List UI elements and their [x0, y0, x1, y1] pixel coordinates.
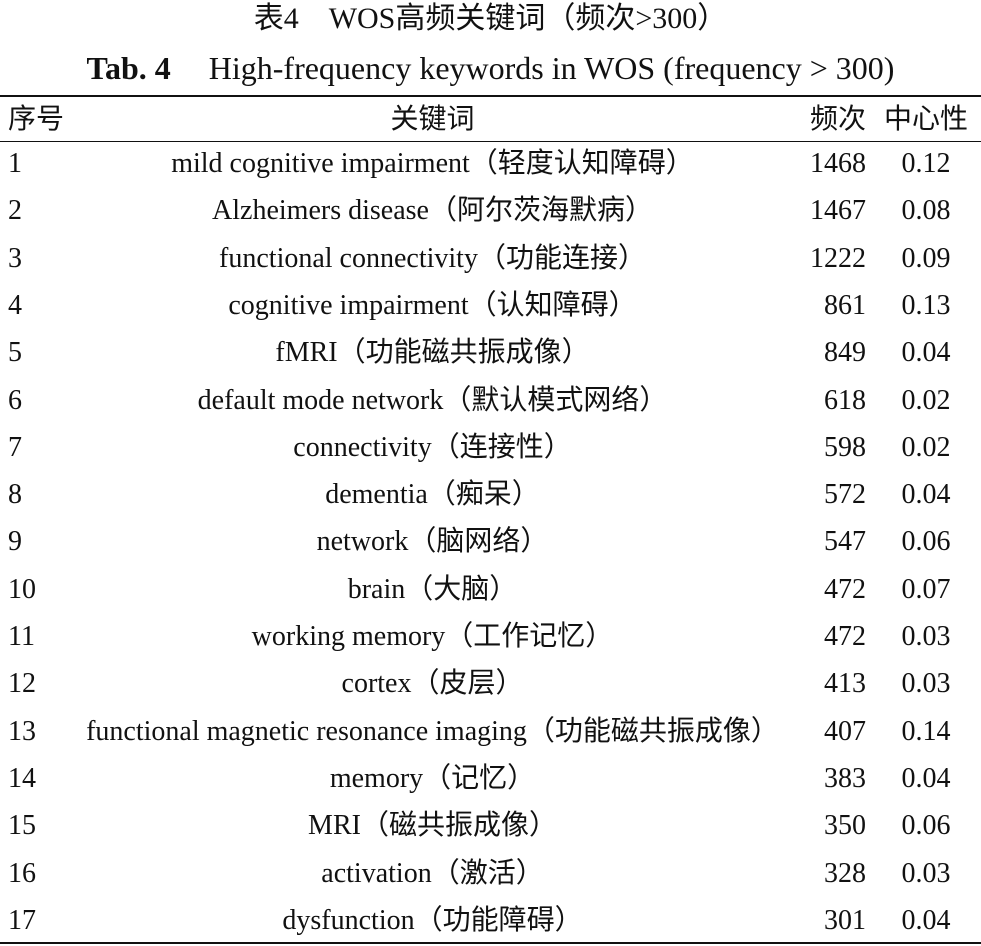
row-number: 6 — [8, 384, 22, 416]
frequency: 328 — [824, 857, 866, 889]
centrality: 0.04 — [901, 479, 951, 511]
keyword: brain（大脑） — [347, 573, 518, 605]
keyword: functional connectivity（功能连接） — [219, 242, 646, 274]
keyword: cortex（皮层） — [341, 668, 524, 700]
centrality: 0.04 — [901, 904, 951, 936]
keyword: memory（记忆） — [329, 762, 536, 794]
centrality: 0.08 — [901, 195, 951, 227]
bottom-rule — [0, 942, 981, 944]
row-number: 14 — [8, 762, 36, 794]
centrality: 0.06 — [901, 526, 951, 558]
top-rule — [0, 95, 981, 97]
keyword: network（脑网络） — [316, 526, 549, 558]
centrality: 0.03 — [901, 668, 951, 700]
keyword: MRI（磁共振成像） — [308, 810, 557, 842]
frequency: 1222 — [810, 242, 866, 274]
keyword: working memory（工作记忆） — [251, 621, 614, 652]
centrality: 0.09 — [901, 242, 951, 274]
row-number: 2 — [8, 195, 22, 227]
column-header: 中心性 — [883, 104, 968, 135]
keyword: mild cognitive impairment（轻度认知障碍） — [171, 148, 694, 179]
row-number: 1 — [8, 148, 22, 179]
frequency: 849 — [824, 337, 866, 369]
keyword: dementia（痴呆） — [325, 479, 540, 511]
row-number: 7 — [8, 431, 22, 463]
frequency: 598 — [824, 431, 866, 463]
row-number: 11 — [8, 621, 35, 652]
keyword: functional magnetic resonance imaging（功能… — [86, 715, 779, 747]
title-en-line: Tab. 4 High-frequency keywords in WOS (fr… — [0, 52, 981, 84]
centrality: 0.04 — [901, 762, 951, 794]
frequency: 383 — [824, 762, 866, 794]
centrality: 0.04 — [901, 337, 951, 369]
centrality: 0.07 — [901, 573, 951, 605]
row-number: 13 — [8, 715, 36, 747]
row-number: 5 — [8, 337, 22, 369]
centrality: 0.02 — [901, 384, 951, 416]
row-number: 8 — [8, 479, 22, 511]
keyword: activation（激活） — [321, 857, 544, 889]
frequency: 350 — [824, 810, 866, 842]
frequency: 472 — [824, 621, 866, 652]
centrality: 0.06 — [901, 810, 951, 842]
keyword: default mode network（默认模式网络） — [197, 384, 668, 416]
title-en: High-frequency keywords in WOS (frequenc… — [208, 50, 895, 86]
centrality: 0.12 — [901, 148, 951, 179]
frequency: 1467 — [810, 195, 866, 227]
header-rule — [0, 141, 981, 142]
frequency: 572 — [824, 479, 866, 511]
column-header: 关键词 — [390, 104, 475, 135]
row-number: 16 — [8, 857, 36, 889]
column-header: 频次 — [809, 104, 866, 135]
keyword: fMRI（功能磁共振成像） — [275, 337, 590, 369]
title-en-label: Tab. 4 — [86, 50, 171, 86]
frequency: 413 — [824, 668, 866, 700]
centrality: 0.13 — [901, 289, 951, 321]
frequency: 301 — [824, 904, 866, 936]
centrality: 0.03 — [901, 621, 951, 652]
row-number: 10 — [8, 573, 36, 605]
frequency: 618 — [824, 384, 866, 416]
row-number: 15 — [8, 810, 36, 842]
row-number: 3 — [8, 242, 22, 274]
column-header: 序号 — [8, 104, 65, 135]
keyword: connectivity（连接性） — [293, 431, 572, 463]
row-number: 12 — [8, 668, 36, 700]
frequency: 472 — [824, 573, 866, 605]
frequency: 1468 — [810, 148, 866, 179]
row-number: 9 — [8, 526, 22, 558]
keyword: Alzheimers disease（阿尔茨海默病） — [212, 195, 653, 227]
title-cn: 表4 WOS高频关键词（频次>300） — [253, 2, 728, 35]
keyword: dysfunction（功能障碍） — [282, 904, 583, 936]
centrality: 0.03 — [901, 857, 951, 889]
row-number: 17 — [8, 904, 36, 936]
centrality: 0.14 — [901, 715, 951, 747]
keyword: cognitive impairment（认知障碍） — [228, 289, 637, 321]
frequency: 861 — [824, 289, 866, 321]
frequency: 407 — [824, 715, 866, 747]
centrality: 0.02 — [901, 431, 951, 463]
row-number: 4 — [8, 289, 22, 321]
frequency: 547 — [824, 526, 866, 558]
